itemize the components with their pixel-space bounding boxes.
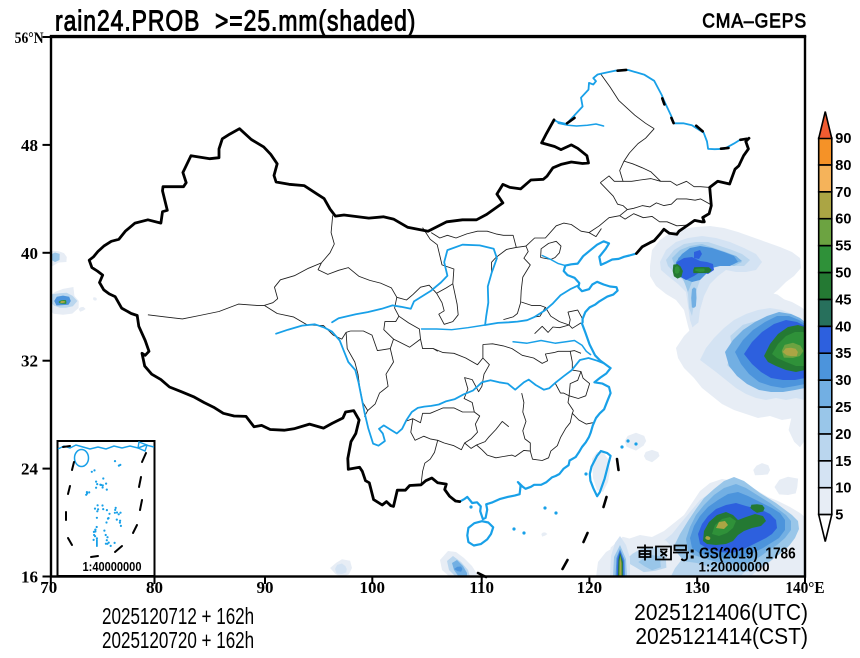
svg-text:5: 5	[835, 508, 843, 524]
svg-text:48: 48	[21, 136, 38, 155]
svg-text:140°E: 140°E	[785, 579, 824, 597]
svg-text:1:40000000: 1:40000000	[83, 559, 142, 574]
svg-text:70: 70	[835, 185, 851, 201]
svg-text:20: 20	[835, 427, 851, 443]
svg-text:CMA–GEPS: CMA–GEPS	[702, 9, 807, 31]
svg-text:60: 60	[835, 212, 851, 228]
svg-text:2025121414(CST): 2025121414(CST)	[635, 623, 808, 649]
svg-text:24: 24	[21, 460, 39, 479]
svg-text:45: 45	[835, 292, 851, 308]
svg-text:30: 30	[835, 373, 851, 389]
svg-text:rain24.PROB >=25.mm(shaded): rain24.PROB >=25.mm(shaded)	[55, 4, 416, 37]
svg-text:70: 70	[40, 578, 57, 597]
svg-text:10: 10	[835, 481, 851, 497]
svg-text:2025120712 + 162h: 2025120712 + 162h	[102, 603, 254, 629]
svg-text:32: 32	[21, 352, 38, 371]
svg-text:56°N: 56°N	[15, 30, 44, 47]
svg-text:25: 25	[835, 400, 851, 416]
svg-text:1:20000000: 1:20000000	[699, 559, 770, 574]
svg-text:GS(2019) 1786: GS(2019) 1786	[699, 546, 796, 563]
svg-text:110: 110	[469, 578, 494, 597]
svg-text:90: 90	[835, 131, 851, 147]
svg-text:2025120720 + 162h: 2025120720 + 162h	[102, 627, 254, 653]
svg-text:50: 50	[835, 266, 851, 282]
svg-text:15: 15	[835, 454, 851, 470]
svg-text:55: 55	[835, 239, 851, 255]
svg-text:100: 100	[360, 578, 386, 597]
svg-text:120: 120	[577, 578, 603, 597]
svg-text:40: 40	[835, 319, 851, 335]
svg-text:2025121406(UTC): 2025121406(UTC)	[634, 599, 808, 625]
svg-text:80: 80	[146, 578, 163, 597]
svg-text:40: 40	[21, 244, 38, 263]
svg-text:16: 16	[21, 568, 38, 587]
svg-text:90: 90	[257, 578, 274, 597]
svg-text:130: 130	[684, 578, 710, 597]
svg-text:35: 35	[835, 346, 851, 362]
svg-text:80: 80	[835, 158, 851, 174]
